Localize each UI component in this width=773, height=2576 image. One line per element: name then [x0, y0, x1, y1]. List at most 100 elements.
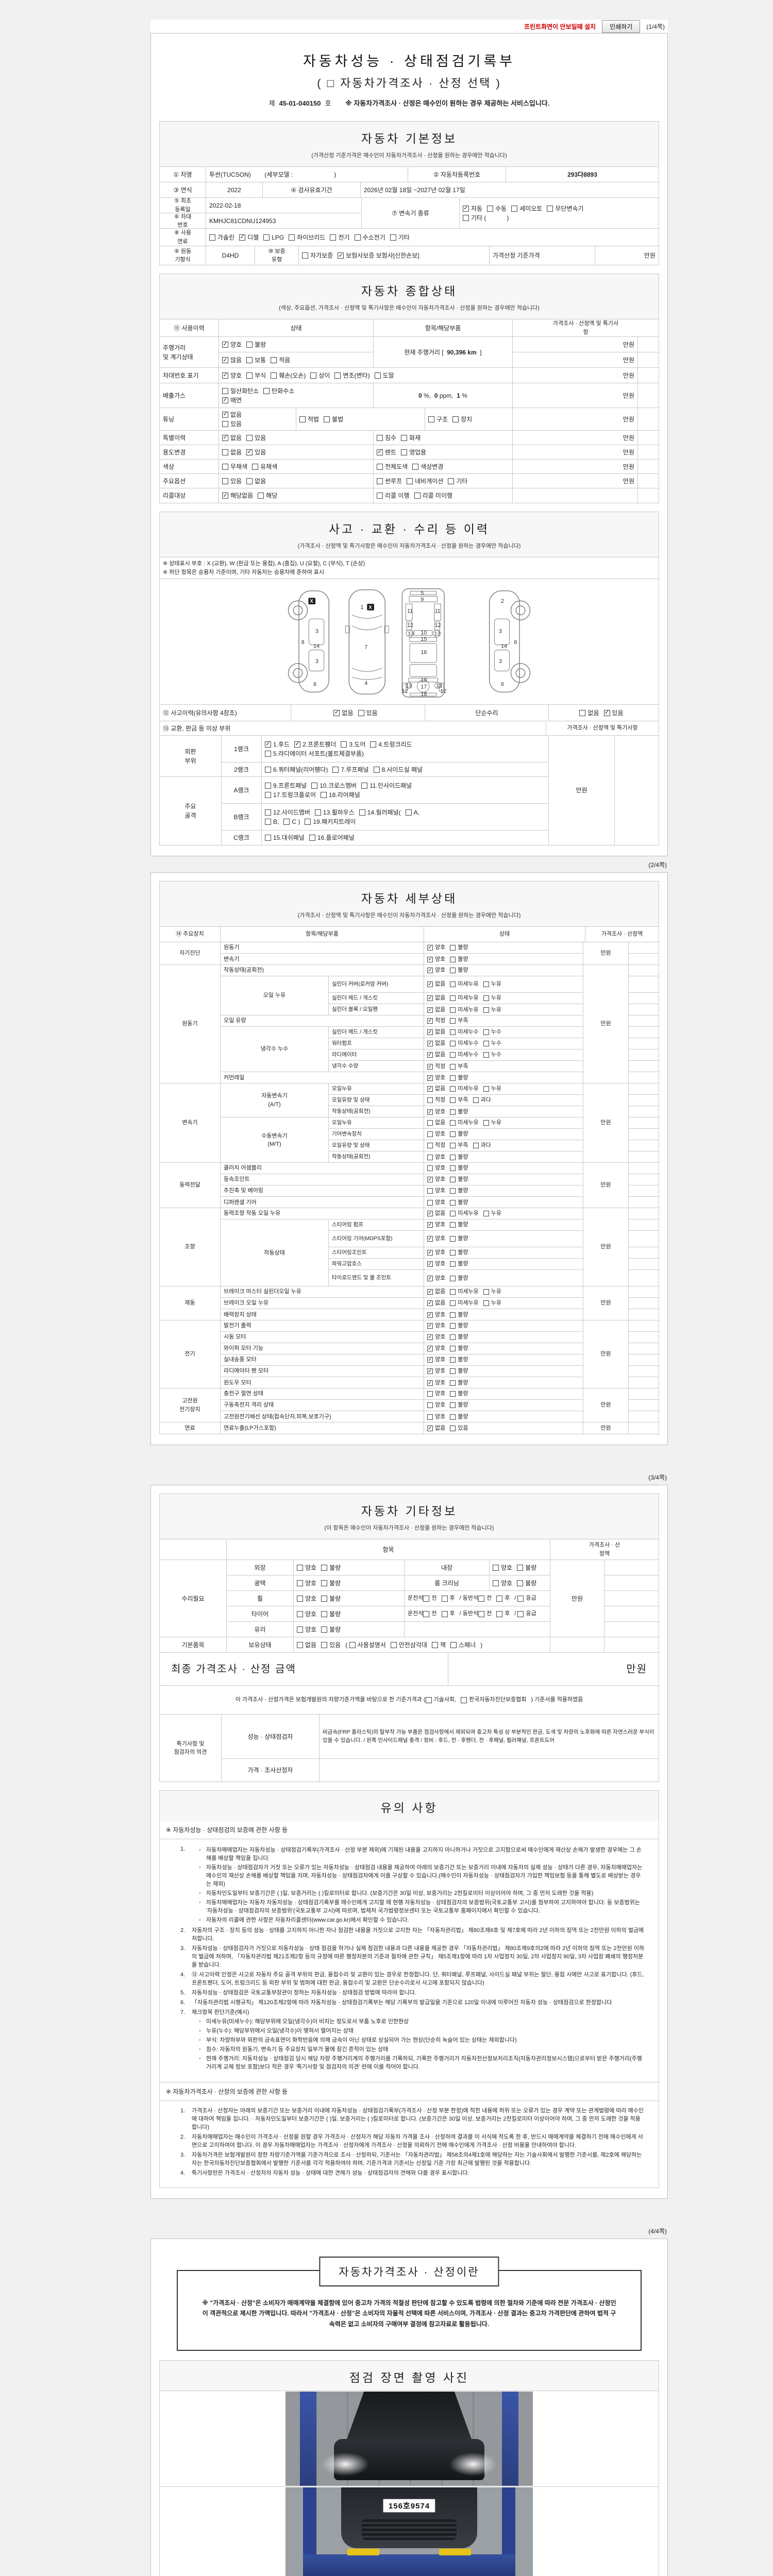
text: 연료누출(LP가스포함) [224, 1425, 276, 1431]
text: 만원 [600, 1425, 611, 1431]
cell: 만원 만원 [513, 337, 638, 368]
notice-sub-text: 자동차성능 · 상태점검자가 거짓 또는 오류가 있는 자동차성능 · 상태점검… [206, 1864, 643, 1887]
cell: 제동 [160, 1286, 221, 1320]
checkbox-option: 11.인사이드패널 [361, 781, 412, 790]
checkbox-icon [427, 1120, 433, 1126]
checkbox-checked-icon: ✓ [427, 1177, 433, 1182]
checkbox-icon [390, 234, 396, 241]
table-row [629, 1061, 659, 1072]
checkbox-option: C ) [283, 817, 300, 826]
line: 침수 화재 [377, 433, 425, 443]
cell [629, 1129, 659, 1140]
checkbox-option: 부족 [450, 1096, 468, 1105]
cell: 연료누출(LP가스포함) ✓ 없음 있음 [221, 1422, 583, 1434]
section-etc-header: 자동차 기타정보 (이 항목은 매수인이 자동차가격조사 · 산정을 원하는 경… [159, 1494, 659, 1539]
line: 동력조향 작동 오일 누유 [224, 1209, 280, 1218]
table-row: 외판 부위 [160, 736, 221, 777]
checkbox-label: 전 [431, 1611, 437, 1617]
cell [604, 1575, 659, 1591]
line: ✓ 없음 미세누유 누유 [427, 994, 506, 1003]
line: 주요옵션 [163, 477, 186, 486]
line: 15.대쉬패널 16.플로어패널 [265, 833, 359, 842]
checkbox-option: ✓ 양호 [427, 1344, 445, 1353]
cell [638, 460, 659, 474]
cell: 전체도색 색상변경 [374, 460, 513, 474]
cell: 용도변경 [160, 445, 219, 460]
checkbox-option: 7.루프패널 [332, 765, 369, 774]
cell [629, 1298, 659, 1309]
checkbox-icon [448, 478, 455, 484]
notice-sub-item: ◦ 자동차매매업자는 자동차성능 · 상태점검기록부(가격조사 · 산정 부분 제… [199, 1846, 645, 1863]
notice-item-number: 3. [180, 1945, 186, 1952]
line: 등록일 [175, 206, 190, 213]
checkbox-label: 하이브리드 [297, 233, 326, 241]
line: 유형 [272, 256, 282, 264]
cell: ✓ 양호 불량 [219, 337, 373, 352]
checkbox-option: 양호 [427, 1413, 445, 1421]
cell: 실린더 커버(로커암 커버) [329, 976, 424, 993]
cell: 오일 누유 [221, 976, 329, 1015]
line: 광택 [254, 1579, 265, 1588]
checkbox-option: 영업용 [401, 448, 426, 457]
print-button[interactable]: 인쇄하기 [602, 20, 641, 33]
notice-sub-item: ◦ 현재 주행거리: 자동차성능 · 상태점검 당시 해당 차량 주행거리계의 주… [199, 2055, 645, 2072]
notice-sub-item: ◦ 자동차매매업자는 자동차 자동차성능 · 상태점검기록부를 매수인에게 고지할… [199, 1899, 645, 1916]
line: 배출가스 [163, 391, 186, 400]
table-row [629, 1286, 659, 1298]
checkbox-option: ✓ 양호 [427, 1321, 445, 1330]
table-row [629, 1049, 659, 1061]
svg-text:1: 1 [361, 604, 364, 610]
checkbox-icon [330, 234, 337, 241]
line: 점검자의 의견 [174, 1748, 207, 1757]
text: 실린더 커버(로커암 커버) [332, 980, 389, 987]
line: 만원 [600, 1020, 611, 1028]
checkbox-label: 불량 [458, 1311, 468, 1318]
text: 조향 [184, 1244, 195, 1250]
checkbox-icon [427, 1402, 433, 1408]
install-print-helper-link[interactable]: 프린트화면이 안보일때 설치 [524, 23, 596, 30]
checkbox-option: 미세누유 [450, 1209, 479, 1218]
cell: ④ 검사유효기간 [263, 182, 361, 198]
notice-item: 1. ◦ 자동차매매업자는 자동차성능 · 상태점검기록부(가격조사 · 산정 부분… [180, 1845, 645, 1925]
cell: 주요옵션 [160, 474, 219, 488]
checkbox-icon [483, 981, 489, 987]
cell [629, 965, 659, 976]
checkbox-label: 없음 [587, 709, 599, 717]
cell [629, 1332, 659, 1343]
checkbox-icon [450, 1222, 456, 1228]
line: 연료누출(LP가스포함) [224, 1424, 276, 1433]
cell: 만원 [549, 736, 615, 845]
checkbox-icon [427, 1143, 433, 1148]
table-row: 파워고압호스 ✓ 양호 불량 [329, 1259, 583, 1270]
notice-item-number: 1. [180, 2108, 186, 2114]
checkbox-option: LPG [263, 233, 284, 242]
line: 작동상태(공회전) [332, 1108, 371, 1116]
checkbox-icon [246, 478, 253, 484]
section-basic-header: 자동차 기본정보 (가격산정 기준가격은 매수인이 자동차가격조사 · 산정을 … [159, 121, 659, 166]
checkbox-icon [370, 741, 377, 748]
cell: 만원 [583, 1083, 629, 1163]
notice-item-number: 4. [180, 2170, 186, 2176]
line: ✓ 없음 [222, 410, 246, 419]
checkbox-label: 불량 [458, 1357, 468, 1363]
checkbox-option: ✓ 해당없음 [222, 491, 253, 500]
text: ⑩ 보증 [268, 248, 285, 255]
text: 타이어 [251, 1610, 269, 1618]
text: 냉각수 수량 [332, 1063, 359, 1070]
checkbox-icon [450, 1261, 456, 1267]
table-row: 배력장치 상태 ✓ 양호 불량 [221, 1309, 583, 1320]
cell: ✓ 없음 미세누수 누수 [424, 1049, 583, 1061]
checkbox-icon [334, 372, 341, 379]
table-row: ⑧ 사용 연료 가솔린 ✓ 디젤 LPG 하이브리드 전기 수소전기 기타 [160, 229, 659, 246]
line: ✓ 양호 불량 [427, 943, 473, 952]
table-row: ⑤ 최초 등록일 ⑥ 차대 번호 2022-02-18 KMHJC81CDNU124953… [160, 198, 659, 229]
checkbox-icon [222, 449, 228, 455]
svg-text:14: 14 [313, 643, 320, 649]
checkbox-option: 없음 [427, 1118, 445, 1127]
text: 동력전달 [179, 1182, 200, 1189]
checkbox-label: 불량 [458, 1154, 468, 1160]
cell: 만원 [595, 246, 659, 265]
checkbox-option: 불량 [450, 1401, 468, 1410]
checkbox-icon [483, 1086, 489, 1092]
checkbox-checked-icon: ✓ [427, 1018, 433, 1024]
